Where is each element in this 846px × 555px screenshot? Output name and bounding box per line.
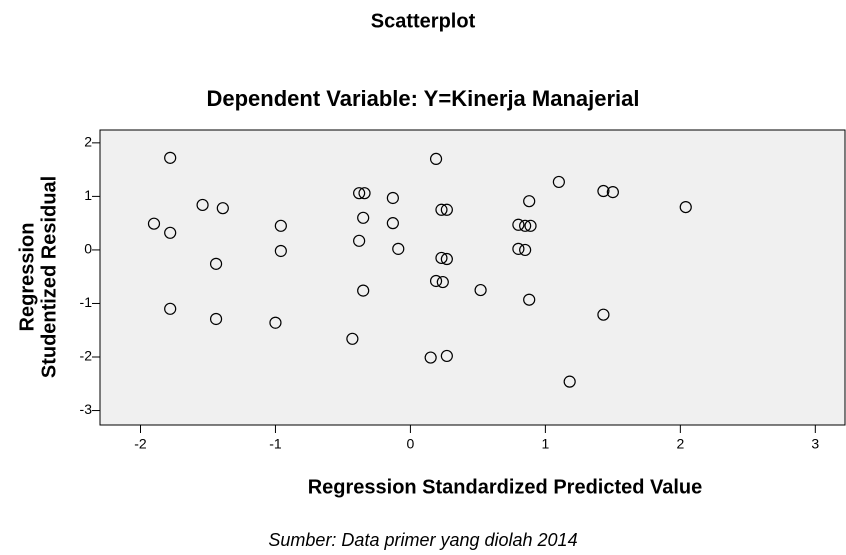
point xyxy=(523,293,536,306)
point xyxy=(597,308,610,321)
x-tick-label: 1 xyxy=(541,436,549,452)
point xyxy=(429,274,443,288)
point xyxy=(147,217,161,230)
point xyxy=(209,257,223,270)
point xyxy=(523,195,536,208)
point xyxy=(209,312,223,326)
point xyxy=(392,242,405,255)
caption: Sumber: Data primer yang diolah 2014 xyxy=(268,530,577,550)
point xyxy=(435,203,448,216)
point xyxy=(519,243,532,257)
y-tick-label: -2 xyxy=(80,348,93,364)
point xyxy=(524,219,537,232)
y-axis-label: Studentized Residual xyxy=(38,176,60,378)
y-tick-label: 1 xyxy=(84,187,92,203)
point xyxy=(386,191,399,205)
chart-subtitle: Dependent Variable: Y=Kinerja Manajerial xyxy=(206,86,639,111)
point xyxy=(274,219,287,232)
point xyxy=(357,284,370,297)
point xyxy=(346,332,359,345)
point xyxy=(216,202,229,215)
point xyxy=(563,375,576,388)
point xyxy=(474,283,487,297)
y-axis-label: Regression xyxy=(16,223,38,332)
x-tick-label: 0 xyxy=(407,436,415,452)
point xyxy=(512,218,525,231)
point xyxy=(512,242,525,255)
point xyxy=(429,152,443,166)
x-tick-label: 3 xyxy=(811,436,819,452)
point xyxy=(424,351,437,364)
point xyxy=(386,217,399,230)
point xyxy=(597,184,610,198)
point xyxy=(606,186,619,199)
point xyxy=(353,234,366,247)
point xyxy=(519,219,532,232)
point xyxy=(436,275,449,289)
point xyxy=(196,198,209,212)
point xyxy=(269,316,282,329)
point xyxy=(552,175,565,189)
point xyxy=(357,211,370,224)
point xyxy=(435,251,448,265)
chart-title: Scatterplot xyxy=(371,10,476,32)
x-tick-label: 2 xyxy=(676,436,684,452)
y-tick-label: 0 xyxy=(84,241,92,257)
point xyxy=(440,203,453,216)
x-tick-label: -2 xyxy=(134,436,147,452)
x-axis-label: Regression Standardized Predicted Value xyxy=(308,476,703,498)
point xyxy=(353,187,366,200)
point xyxy=(164,151,177,164)
point xyxy=(440,252,453,266)
point xyxy=(358,187,371,200)
plot-area xyxy=(99,129,846,426)
y-tick-label: 2 xyxy=(84,134,92,150)
y-tick-label: -3 xyxy=(80,401,93,417)
point xyxy=(679,200,692,214)
y-tick-label: -1 xyxy=(80,294,93,310)
point xyxy=(164,226,177,239)
point xyxy=(274,244,287,258)
point xyxy=(440,349,453,363)
point xyxy=(164,302,177,315)
x-tick-label: -1 xyxy=(269,436,282,452)
